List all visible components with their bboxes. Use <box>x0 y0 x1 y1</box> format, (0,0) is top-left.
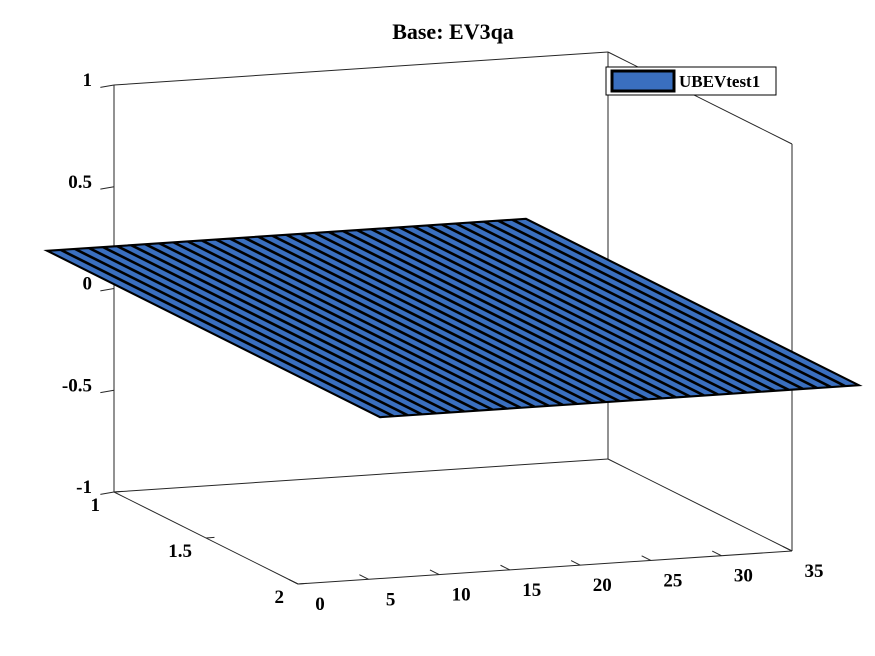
bar-25 <box>385 227 733 395</box>
legend: UBEVtest1 <box>605 66 777 96</box>
x-tick-label: 0 <box>315 594 325 615</box>
x-tick-label: 20 <box>593 575 612 596</box>
ticks-layer: 0 5 10 15 20 25 30 35 1 1.5 2 1 0.5 0 -0.5 -1 <box>62 70 824 615</box>
top-back-edge <box>113 51 609 86</box>
x-tick-mark <box>641 555 652 561</box>
floor-back-edge <box>113 458 609 493</box>
x-tick-label: 15 <box>522 580 541 601</box>
bar-11 <box>187 240 535 408</box>
bar-34 <box>512 218 860 387</box>
bar-23 <box>357 228 705 397</box>
z-tick-mark <box>100 389 115 394</box>
bar-19 <box>300 232 648 401</box>
bar-20 <box>314 231 662 400</box>
x-tick-mark <box>500 564 510 571</box>
x-tick-label: 10 <box>452 585 471 606</box>
bar-22 <box>343 229 691 398</box>
z-tick-label: 1 <box>83 70 93 91</box>
y-tick-mark <box>205 536 215 539</box>
bar-30 <box>455 222 803 391</box>
x-tick-mark <box>429 569 440 576</box>
bar-9 <box>159 242 507 410</box>
x-tick-label: 30 <box>734 566 753 587</box>
x-tick-mark <box>359 574 369 580</box>
bar-31 <box>470 221 818 390</box>
bar-16 <box>258 235 606 404</box>
x-tick-label: 5 <box>386 589 396 610</box>
z-tick-label: -0.5 <box>62 375 92 396</box>
floor-right-edge <box>607 458 793 552</box>
bar-8 <box>145 243 493 411</box>
bar-17 <box>272 234 620 403</box>
bar-4 <box>88 246 436 415</box>
y-tick-mark <box>297 582 307 585</box>
bar-7 <box>131 244 479 412</box>
z-tick-label: -1 <box>76 477 92 498</box>
bar-1 <box>46 249 394 418</box>
x-tick-mark <box>782 545 793 552</box>
z-tick-mark <box>100 186 115 190</box>
x-tick-mark <box>288 578 299 585</box>
y-tick-label: 2 <box>275 587 285 608</box>
bar-26 <box>399 226 747 394</box>
bar-3 <box>74 247 422 416</box>
bar-12 <box>201 239 549 408</box>
legend-swatch <box>610 69 676 93</box>
bar-33 <box>498 219 846 388</box>
bar-29 <box>441 223 789 391</box>
x-tick-label: 25 <box>663 570 682 591</box>
axis-x-front <box>297 550 793 585</box>
bar-24 <box>371 228 719 396</box>
z-tick-mark <box>100 288 115 292</box>
bar-5 <box>103 245 451 414</box>
bar-18 <box>286 233 634 402</box>
x-tick-label: 35 <box>805 561 824 582</box>
y-tick-mark <box>113 490 123 493</box>
bar-2 <box>60 248 408 417</box>
bar-10 <box>173 241 521 409</box>
bar-28 <box>427 224 775 392</box>
chart-title: Base: EV3qa <box>392 19 514 44</box>
bar-21 <box>328 230 676 399</box>
bar-27 <box>413 225 761 393</box>
bar-15 <box>244 236 592 405</box>
y-tick-label: 1.5 <box>168 541 192 562</box>
z-tick-mark <box>100 491 115 495</box>
bar-14 <box>230 237 578 406</box>
bar-32 <box>484 220 832 389</box>
bar-6 <box>117 245 465 413</box>
bars-layer <box>43 217 863 419</box>
y-tick-label: 1 <box>91 495 101 516</box>
z-tick-label: 0 <box>83 274 93 295</box>
x-tick-mark <box>570 560 581 566</box>
bar-13 <box>215 238 563 407</box>
top-right-edge <box>607 51 793 145</box>
x-tick-mark <box>712 550 722 557</box>
z-tick-mark <box>100 84 115 88</box>
legend-label: UBEVtest1 <box>679 72 760 91</box>
z-tick-label: 0.5 <box>68 172 92 193</box>
